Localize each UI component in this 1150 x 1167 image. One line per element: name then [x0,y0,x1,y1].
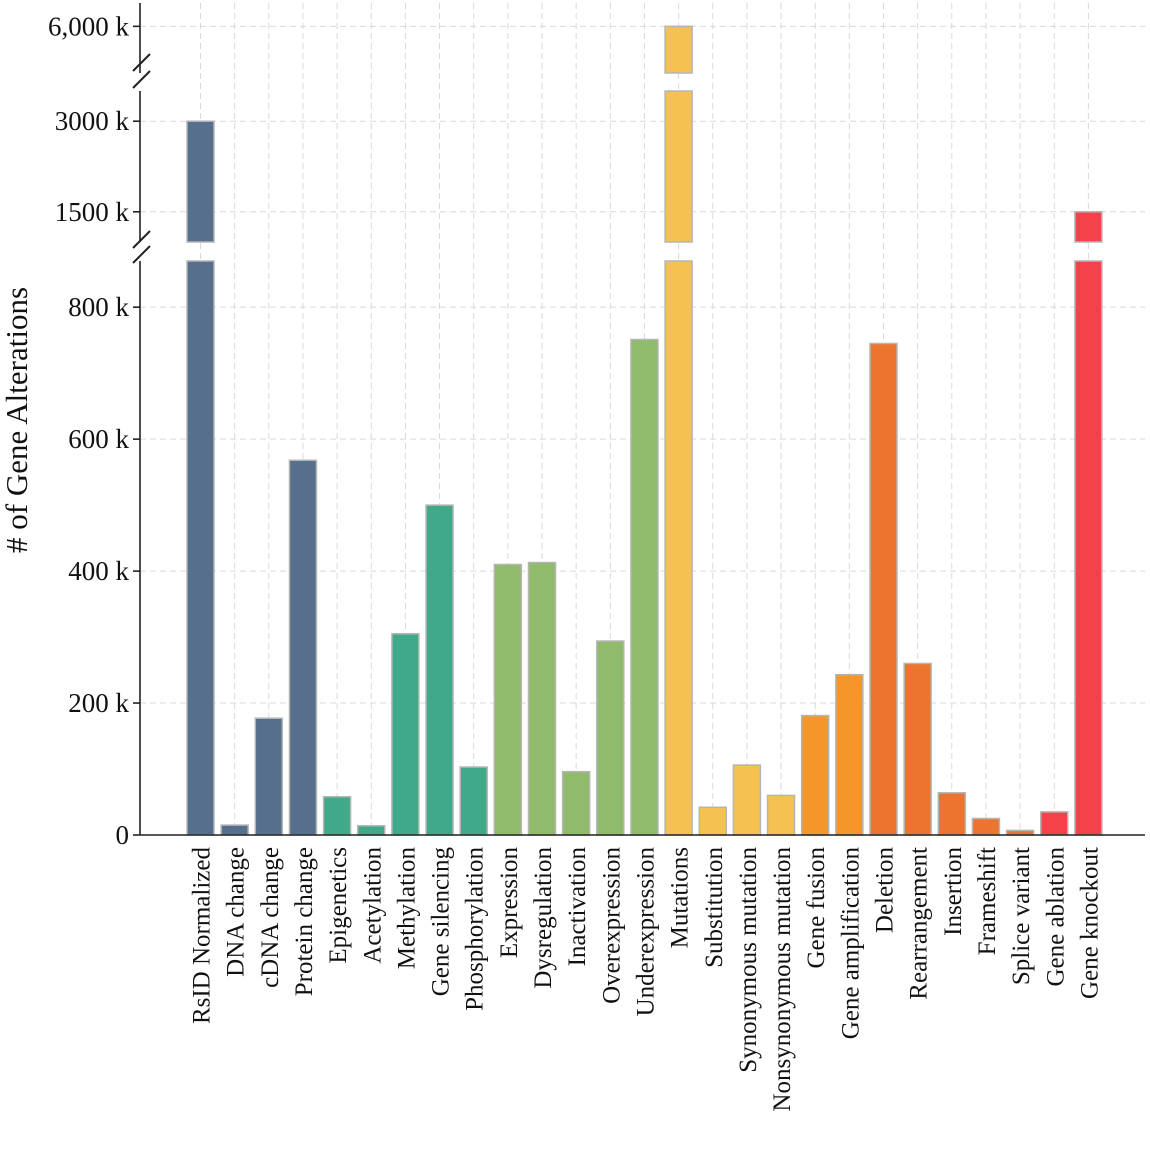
x-tick-label: Phosphorylation [462,847,489,1011]
y-tick-label: 400 k [68,556,129,586]
bar-overexpression [596,640,625,836]
y-axis-title: # of Gene Alterations [0,287,34,553]
bar-substitution [698,806,727,836]
x-tick-label: Mutations [667,847,694,948]
bar-synonymous-mutation [732,764,762,836]
bar-gene-knockout [1074,260,1103,836]
x-tick-label: Underexpression [632,847,659,1017]
x-tick-label: Insertion [940,847,967,936]
bar-insertion [937,792,967,836]
bar-mutations [664,260,693,836]
x-tick-label: Overexpression [598,847,625,1004]
x-tick-label: Gene fusion [803,847,830,969]
y-axis [132,3,1145,836]
x-tick-label: Gene silencing [428,847,455,997]
y-tick-label: 200 k [68,688,129,718]
x-tick-label: Synonymous mutation [735,847,762,1073]
y-tick-label: 0 [116,820,130,850]
bar-gene-silencing [425,504,454,836]
bar-deletion [869,342,898,836]
axis-break-mark [132,230,151,249]
bar-dna-change [220,824,249,836]
x-tick-label: cDNA change [257,847,284,988]
y-tick-label: 600 k [68,424,129,454]
y-ticks: 0 200 k 400 k 600 k 800 k 1500 k 3000 k 6,000 k [48,11,140,850]
x-tick-label: Inactivation [564,847,591,967]
bar-rsid-normalized [186,120,215,243]
axis-break-mark [132,245,151,264]
x-tick-label: Expression [496,847,523,959]
x-tick-label: Frameshift [974,847,1001,955]
x-tick-labels: RsID Normalized DNA change cDNA change Prot… [189,847,1104,1112]
bar-gene-fusion [800,714,830,836]
bar-cdna-change [254,717,284,836]
bar-underexpression [630,338,659,836]
bar-gene-amplification [835,673,864,836]
y-tick-label: 3000 k [55,106,130,136]
bar-mutations [664,90,693,243]
x-tick-label: Dysregulation [530,847,557,989]
bar-rearrangement [903,662,932,836]
y-tick-label: 6,000 k [48,11,130,41]
x-tick-label: Methylation [393,847,420,970]
bar-dysregulation [527,561,557,836]
x-tick-label: Epigenetics [325,847,352,964]
bar-epigenetics [322,795,352,836]
x-tick-label: Gene knockout [1076,847,1103,999]
y-tick-label: 800 k [68,292,129,322]
bar-nonsynonymous-mutation [766,794,796,836]
bar-expression [493,563,523,836]
x-tick-label: RsID Normalized [189,847,216,1025]
x-tick-label: Deletion [872,847,899,934]
bar-mutations [664,25,693,74]
bar-gene-knockout [1074,211,1103,243]
bar-methylation [391,633,420,836]
y-tick-label: 1500 k [55,197,130,227]
x-tick-label: Rearrangement [906,847,933,1000]
bar-phosphorylation [459,766,488,836]
bar-acetylation [357,825,386,836]
x-tick-label: Acetylation [359,847,386,964]
bar-frameshift [971,817,1001,836]
bar-protein-change [288,459,318,836]
x-tick-label: Splice variant [1008,847,1035,985]
axis-break-mark [132,70,151,89]
bar-rsid-normalized [186,260,215,836]
x-tick-label: Nonsynonymous mutation [769,847,796,1112]
bar-inactivation [561,770,591,836]
x-tick-label: DNA change [223,847,250,977]
x-tick-label: Gene ablation [1042,847,1069,987]
axis-break-mark [132,53,151,72]
x-tick-label: Protein change [291,847,318,996]
bar-gene-ablation [1040,811,1069,836]
x-tick-label: Substitution [701,847,728,968]
x-tick-label: Gene amplification [837,847,864,1040]
